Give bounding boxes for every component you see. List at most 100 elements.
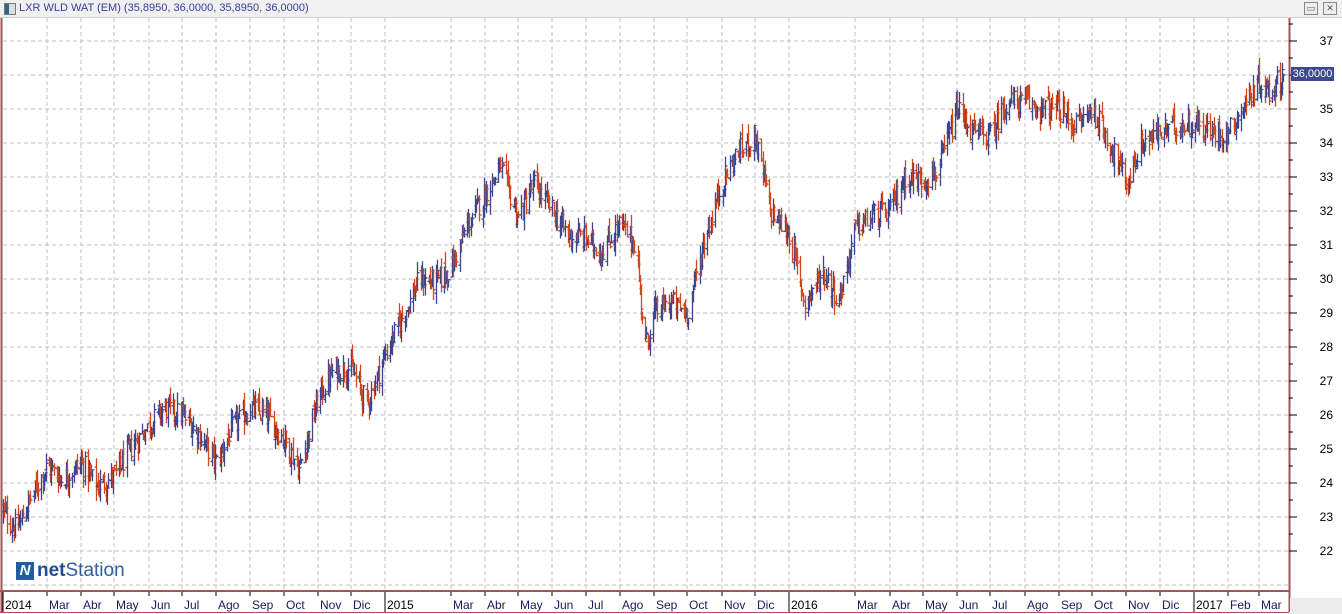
- x-tick-label: Mar: [857, 598, 878, 612]
- ohlc-bar: [114, 460, 119, 476]
- ohlc-bar: [236, 413, 241, 442]
- ohlc-bar: [52, 463, 57, 476]
- ohlc-bar: [1074, 112, 1079, 134]
- x-tick-label: 2014: [5, 598, 32, 612]
- ohlc-bar: [175, 392, 180, 428]
- ohlc-bar: [1043, 99, 1048, 120]
- ohlc-bar: [550, 196, 555, 217]
- ohlc-bar: [733, 148, 738, 166]
- ohlc-bar: [872, 203, 877, 223]
- ohlc-bar: [83, 451, 88, 486]
- restore-button[interactable]: ▭: [1304, 2, 1318, 15]
- grid: [3, 18, 1289, 590]
- ohlc-bar: [1259, 84, 1264, 103]
- ohlc-bar: [306, 430, 311, 453]
- ohlc-bar: [965, 123, 970, 137]
- x-tick-label: 2016: [791, 598, 818, 612]
- axis-corner: [1290, 598, 1342, 614]
- ohlc-bar: [748, 146, 753, 158]
- ohlc-bar: [160, 403, 165, 427]
- ohlc-bar: [1004, 104, 1009, 125]
- ohlc-bar: [725, 168, 730, 179]
- ohlc-bar: [973, 119, 978, 134]
- ohlc-bar: [276, 429, 281, 446]
- ohlc-bar: [950, 108, 955, 144]
- ohlc-bar: [423, 268, 428, 296]
- ohlc-bar: [336, 358, 341, 383]
- ohlc-bar: [28, 490, 33, 504]
- ohlc-bar: [1135, 153, 1140, 170]
- ohlc-bar: [36, 482, 41, 502]
- ohlc-bar: [981, 118, 986, 146]
- ohlc-bar: [1066, 98, 1071, 131]
- ohlc-bar: [299, 459, 304, 464]
- ohlc-bar: [1275, 66, 1280, 85]
- ohlc-bar: [439, 258, 444, 293]
- logo-text-regular: Station: [65, 560, 125, 581]
- ohlc-bar: [1267, 74, 1272, 106]
- ohlc-bar: [462, 227, 467, 238]
- ohlc-bar: [942, 134, 947, 153]
- ohlc-bar: [470, 212, 475, 228]
- ohlc-bar: [934, 174, 939, 183]
- ohlc-bar: [1035, 105, 1040, 119]
- ohlc-bar: [98, 469, 103, 502]
- y-axis: 22 23 24 25 26 27 28 29 30 31 32 33 34 35 37: [1289, 23, 1334, 558]
- ohlc-bar: [168, 387, 173, 415]
- ohlc-bar: [996, 100, 1001, 141]
- ohlc-bar: [408, 289, 413, 313]
- x-tick-label: Oct: [689, 598, 708, 612]
- y-tick-label: 32: [1320, 204, 1334, 218]
- ohlc-bar: [586, 235, 591, 249]
- ohlc-bar: [1112, 137, 1117, 178]
- ohlc-bar: [903, 160, 908, 199]
- x-tick-label: Jun: [554, 598, 573, 612]
- ohlc-bar: [592, 243, 597, 260]
- y-tick-label: 23: [1320, 510, 1334, 524]
- ohlc-bar: [44, 453, 49, 482]
- ohlc-bar: [911, 162, 916, 195]
- ohlc-bar: [752, 124, 757, 161]
- ohlc-bar: [691, 285, 696, 303]
- ohlc-bar: [756, 141, 761, 163]
- x-tick-label: Jul: [992, 598, 1007, 612]
- ohlc-bar: [1050, 93, 1055, 110]
- x-tick-label: Abr: [83, 598, 102, 612]
- ohlc-bar: [578, 228, 583, 237]
- ohlc-bar: [501, 161, 506, 168]
- close-button[interactable]: ✕: [1323, 2, 1337, 15]
- x-tick-label: Jun: [151, 598, 170, 612]
- y-tick-label: 26: [1320, 408, 1334, 422]
- x-tick-label: Dic: [1162, 598, 1179, 612]
- y-tick-label: 28: [1320, 340, 1334, 354]
- x-tick-label: May: [520, 598, 543, 612]
- x-tick-label: 2017: [1196, 598, 1223, 612]
- ohlc-bar: [1089, 106, 1094, 125]
- ohlc-bar: [227, 428, 232, 447]
- ohlc-bar: [926, 178, 931, 198]
- ohlc-bar: [663, 294, 668, 311]
- x-tick-label: May: [925, 598, 948, 612]
- x-tick-label: Ago: [1027, 598, 1049, 612]
- ohlc-bar: [222, 441, 227, 467]
- ohlc-bar: [1221, 137, 1226, 153]
- y-tick-label: 31: [1320, 238, 1334, 252]
- y-tick-label: 25: [1320, 442, 1334, 456]
- netstation-logo: N net Station: [16, 560, 125, 582]
- ohlc-bar: [655, 295, 660, 322]
- ohlc-bar: [1105, 128, 1110, 152]
- ohlc-bar: [292, 458, 297, 471]
- ohlc-bar: [1019, 91, 1024, 102]
- last-price-tag: 36,0000: [1291, 67, 1334, 81]
- ohlc-bar: [1182, 124, 1187, 136]
- ohlc-bar: [570, 230, 575, 254]
- ohlc-bar: [834, 295, 839, 307]
- ohlc-bar: [865, 207, 870, 227]
- y-tick-label: 35: [1320, 102, 1334, 116]
- x-tick-label: Abr: [892, 598, 911, 612]
- ohlc-bar: [90, 469, 95, 482]
- ohlc-bar: [821, 255, 826, 285]
- ohlc-bar: [1281, 73, 1286, 83]
- ohlc-bar: [803, 295, 808, 321]
- ohlc-bar: [1252, 85, 1257, 107]
